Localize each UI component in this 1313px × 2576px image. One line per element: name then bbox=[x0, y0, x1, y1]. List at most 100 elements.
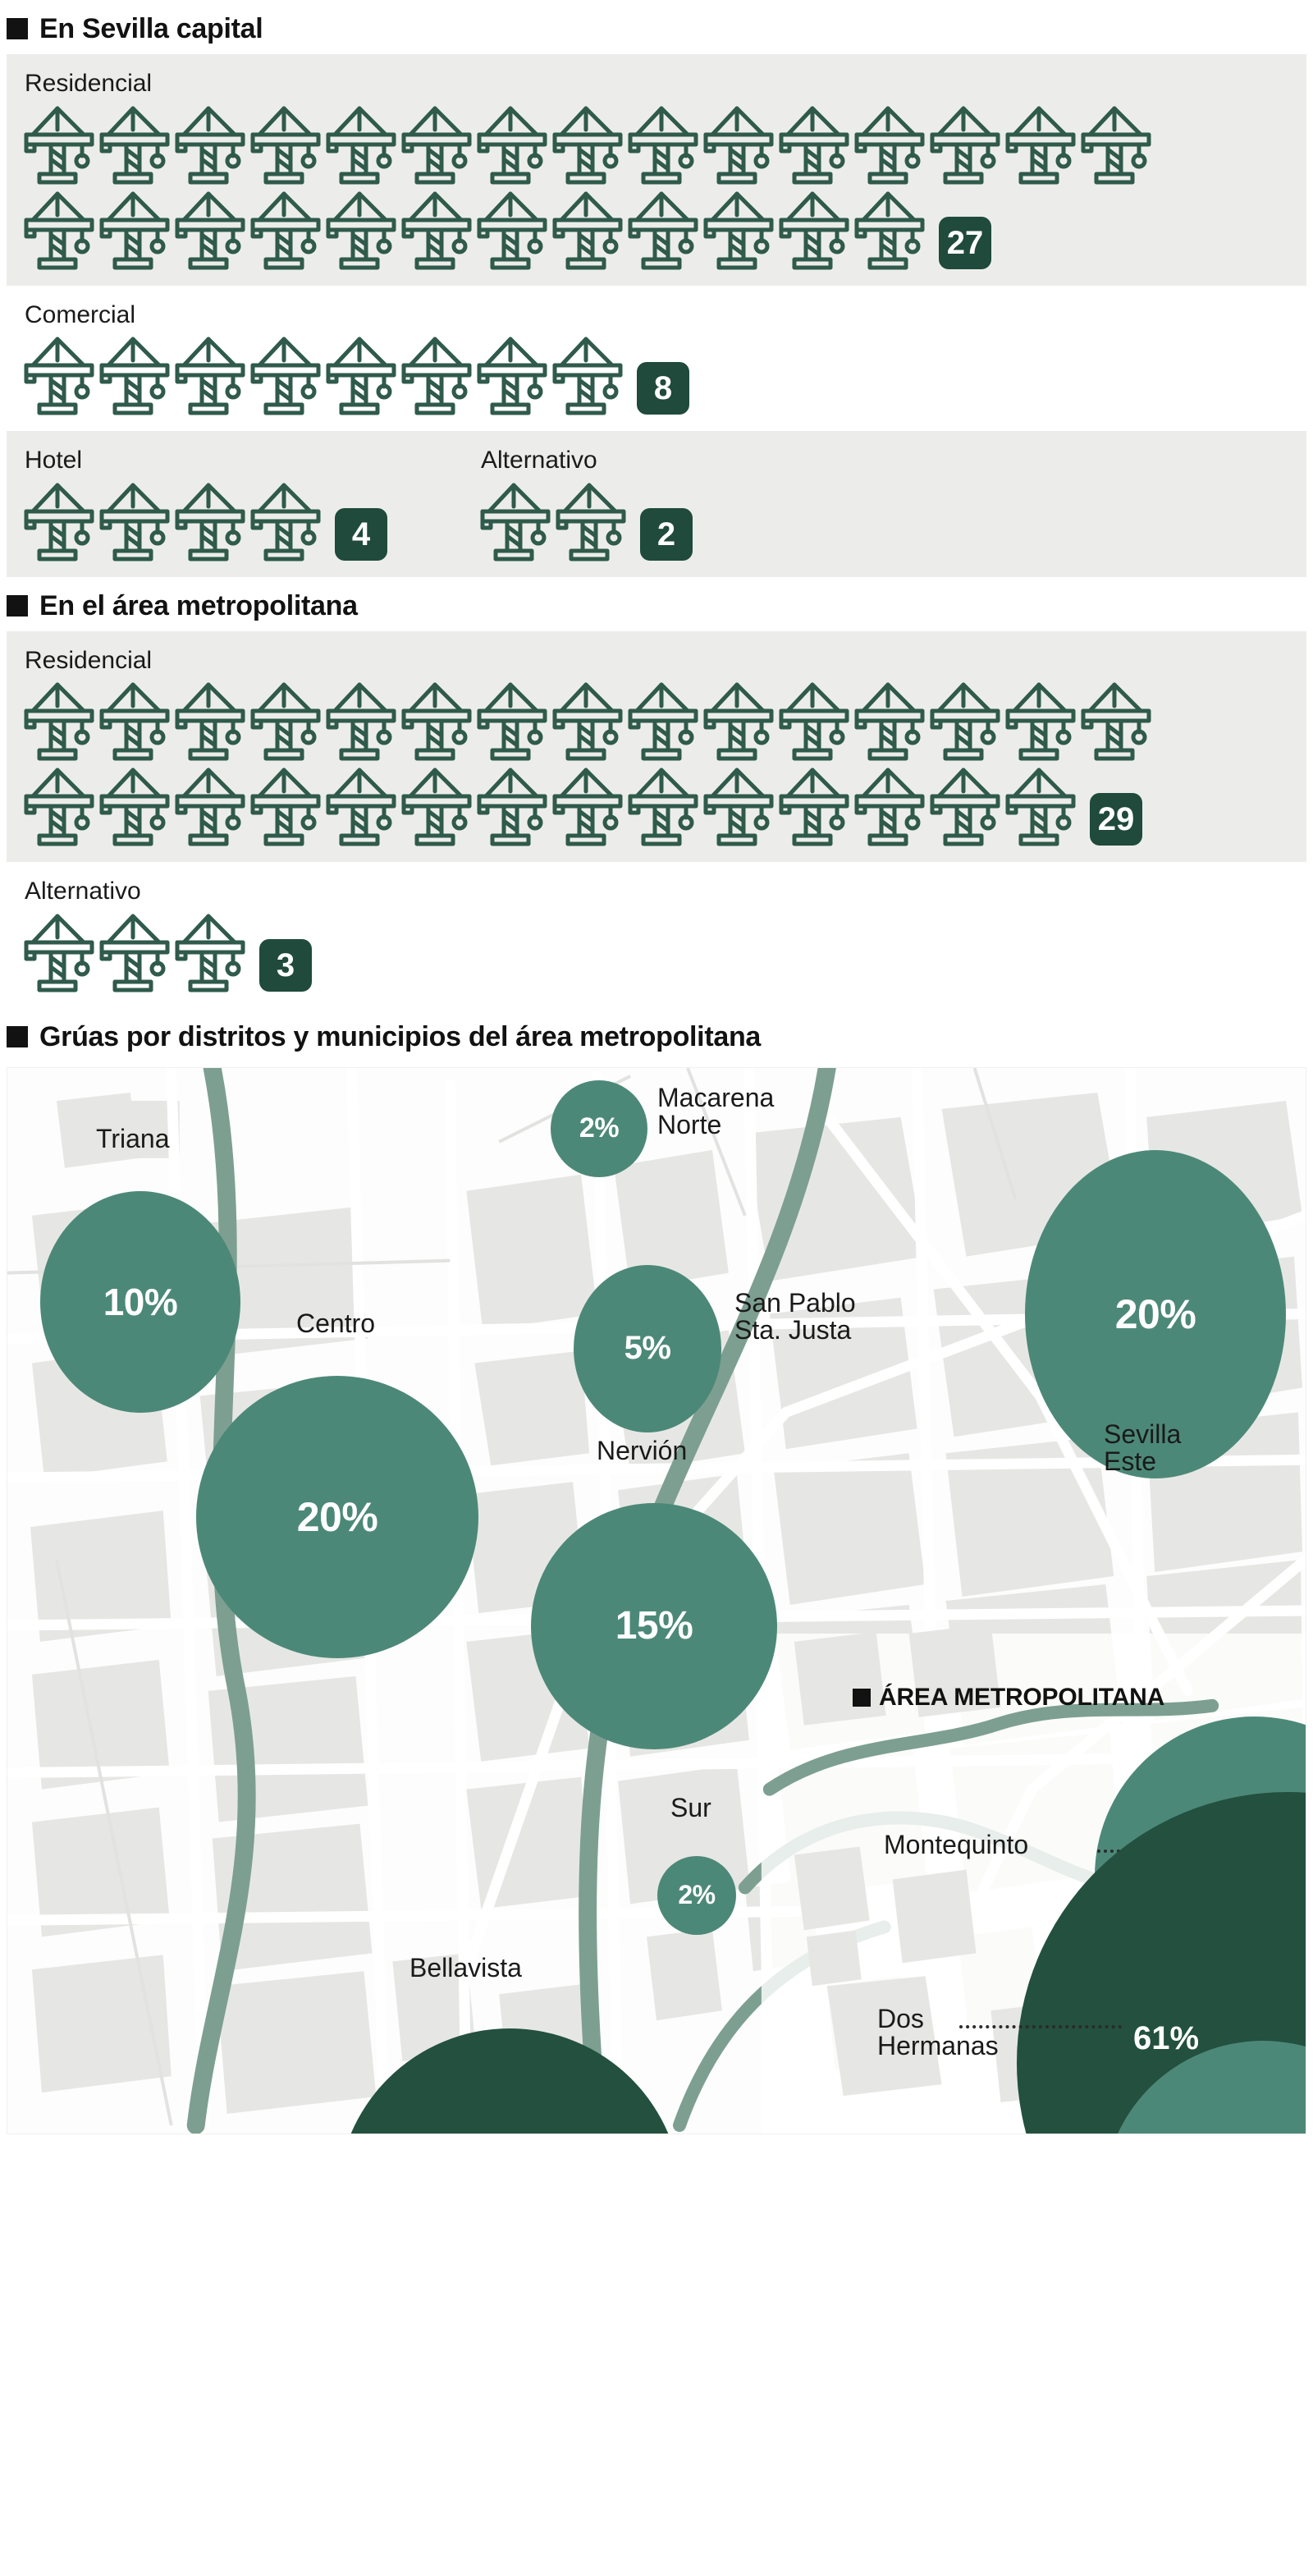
capital-comercial-cranes: 8 bbox=[7, 332, 1306, 418]
crane-count-badge: 8 bbox=[637, 362, 689, 415]
construction-crane-icon bbox=[927, 763, 1003, 849]
district-bubble-value: 10% bbox=[103, 1280, 178, 1323]
construction-crane-icon bbox=[24, 191, 94, 269]
construction-crane-icon bbox=[97, 910, 172, 995]
capital-hotel-label: Hotel bbox=[25, 447, 83, 474]
construction-crane-icon bbox=[776, 678, 852, 763]
crane-row bbox=[21, 678, 1292, 763]
construction-crane-icon bbox=[21, 332, 97, 418]
construction-crane-icon bbox=[250, 682, 321, 761]
section-heading-metro: En el área metropolitana bbox=[0, 577, 1313, 631]
construction-crane-icon bbox=[854, 768, 925, 846]
construction-crane-icon bbox=[172, 102, 248, 187]
construction-crane-icon bbox=[552, 191, 623, 269]
construction-crane-icon bbox=[172, 763, 248, 849]
construction-crane-icon bbox=[21, 102, 97, 187]
district-bubble-sevillaeste[interactable]: 20% bbox=[1025, 1149, 1286, 1478]
construction-crane-icon bbox=[552, 682, 623, 761]
crane-count-badge: 4 bbox=[335, 507, 387, 561]
construction-crane-icon bbox=[776, 763, 852, 849]
district-bubble-map[interactable]: 10% Triana 2% Macarena Norte 20% Centro 5% San … bbox=[7, 1066, 1306, 2134]
construction-crane-icon bbox=[552, 337, 623, 415]
construction-crane-icon bbox=[1078, 102, 1154, 187]
district-bubble-macarena[interactable]: 2% bbox=[551, 1079, 647, 1177]
construction-crane-icon bbox=[625, 678, 701, 763]
construction-crane-icon bbox=[21, 187, 97, 273]
district-bubble-centro[interactable]: 20% bbox=[196, 1375, 478, 1658]
square-bullet-icon bbox=[7, 594, 28, 616]
metro-label-doshermanas: Dos Hermanas bbox=[877, 2003, 999, 2061]
district-bubble-sur[interactable]: 2% bbox=[657, 1855, 736, 1935]
construction-crane-icon bbox=[553, 479, 629, 564]
construction-crane-icon bbox=[703, 106, 774, 184]
construction-crane-icon bbox=[401, 337, 472, 415]
district-bubble-value: 5% bbox=[624, 1330, 671, 1366]
metro-leader-line-doshermanas bbox=[959, 2024, 1122, 2028]
district-bubble-triana[interactable]: 10% bbox=[40, 1190, 240, 1413]
district-label-sur: Sur bbox=[670, 1792, 711, 1822]
construction-crane-icon bbox=[779, 106, 849, 184]
construction-crane-icon bbox=[24, 106, 94, 184]
construction-crane-icon bbox=[21, 763, 97, 849]
construction-crane-icon bbox=[248, 678, 323, 763]
construction-crane-icon bbox=[930, 768, 1000, 846]
district-label-macarena: Macarena Norte bbox=[657, 1082, 775, 1140]
square-bullet-icon bbox=[7, 1025, 28, 1047]
construction-crane-icon bbox=[550, 332, 625, 418]
construction-crane-icon bbox=[477, 106, 547, 184]
district-label-centro: Centro bbox=[296, 1308, 376, 1338]
capital-hotel-group: Hotel bbox=[7, 442, 402, 564]
district-bubble-value: 2% bbox=[579, 1112, 620, 1144]
construction-crane-icon bbox=[172, 910, 248, 995]
construction-crane-icon bbox=[852, 763, 927, 849]
construction-crane-icon bbox=[477, 191, 547, 269]
crane-row: 4 bbox=[21, 479, 387, 564]
construction-crane-icon bbox=[628, 106, 698, 184]
construction-crane-icon bbox=[175, 768, 245, 846]
construction-crane-icon bbox=[852, 187, 927, 273]
construction-crane-icon bbox=[556, 483, 626, 561]
construction-crane-icon bbox=[175, 106, 245, 184]
construction-crane-icon bbox=[550, 187, 625, 273]
construction-crane-icon bbox=[250, 191, 321, 269]
construction-crane-icon bbox=[21, 910, 97, 995]
construction-crane-icon bbox=[172, 678, 248, 763]
construction-crane-icon bbox=[99, 337, 170, 415]
district-bubble-sanpablo[interactable]: 5% bbox=[574, 1264, 721, 1432]
construction-crane-icon bbox=[97, 187, 172, 273]
construction-crane-icon bbox=[701, 763, 776, 849]
construction-crane-icon bbox=[703, 768, 774, 846]
construction-crane-icon bbox=[99, 682, 170, 761]
metro-alternativo-label: Alternativo bbox=[25, 878, 141, 905]
capital-comercial-panel: Comercial bbox=[7, 285, 1306, 431]
construction-crane-icon bbox=[248, 763, 323, 849]
crane-row: 8 bbox=[21, 332, 1292, 418]
construction-crane-icon bbox=[250, 337, 321, 415]
construction-crane-icon bbox=[701, 678, 776, 763]
construction-crane-icon bbox=[24, 914, 94, 992]
construction-crane-icon bbox=[477, 682, 547, 761]
metro-legend-text: ÁREA METROPOLITANA bbox=[879, 1683, 1165, 1711]
construction-crane-icon bbox=[97, 332, 172, 418]
construction-crane-icon bbox=[927, 102, 1003, 187]
crane-count-badge: 29 bbox=[1090, 793, 1142, 846]
construction-crane-icon bbox=[248, 102, 323, 187]
construction-crane-icon bbox=[625, 187, 701, 273]
construction-crane-icon bbox=[24, 337, 94, 415]
district-bubble-nervion[interactable]: 15% bbox=[531, 1502, 777, 1749]
construction-crane-icon bbox=[401, 106, 472, 184]
construction-crane-icon bbox=[401, 682, 472, 761]
district-bubble-value: 20% bbox=[1114, 1290, 1196, 1337]
construction-crane-icon bbox=[550, 102, 625, 187]
crane-row: 27 bbox=[21, 187, 1292, 273]
construction-crane-icon bbox=[854, 191, 925, 269]
construction-crane-icon bbox=[326, 191, 396, 269]
capital-comercial-label: Comercial bbox=[25, 300, 136, 328]
construction-crane-icon bbox=[779, 191, 849, 269]
construction-crane-icon bbox=[323, 678, 399, 763]
metro-residencial-cranes: 29 bbox=[7, 678, 1306, 849]
construction-crane-icon bbox=[474, 678, 550, 763]
construction-crane-icon bbox=[323, 102, 399, 187]
construction-crane-icon bbox=[97, 102, 172, 187]
construction-crane-icon bbox=[625, 102, 701, 187]
